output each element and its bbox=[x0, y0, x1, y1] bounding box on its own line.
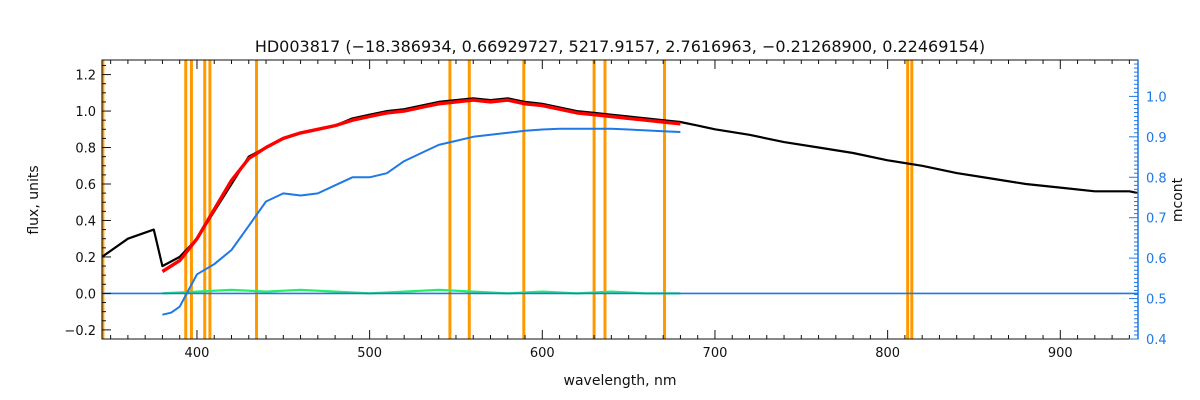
y-tick-label-2: 0.2 bbox=[75, 251, 96, 266]
x-tick-label-5: 900 bbox=[1048, 346, 1073, 361]
y2-tick-label-5: 0.9 bbox=[1146, 131, 1167, 146]
y-tick-label-0: −0.2 bbox=[64, 324, 96, 339]
y2-tick-label-4: 0.8 bbox=[1146, 171, 1167, 186]
x-tick-label-3: 700 bbox=[703, 346, 728, 361]
y-tick-label-5: 0.8 bbox=[75, 142, 96, 157]
y-tick-label-4: 0.6 bbox=[75, 178, 96, 193]
y-axis-label: flux, units bbox=[26, 165, 42, 234]
x-axis-label: wavelength, nm bbox=[564, 373, 677, 389]
series-continuum bbox=[162, 127, 681, 316]
x-tick-label-0: 400 bbox=[185, 346, 210, 361]
y2-tick-label-1: 0.5 bbox=[1146, 293, 1167, 308]
chart-title: HD003817 (−18.386934, 0.66929727, 5217.9… bbox=[255, 37, 985, 56]
y2-axis-label: mcont bbox=[1170, 177, 1186, 222]
masked-regions bbox=[101, 60, 914, 339]
y-tick-label-1: 0.0 bbox=[75, 287, 96, 302]
y2-tick-label-6: 1.0 bbox=[1146, 90, 1167, 105]
y-axis-ticks: −0.2 0.0 0.2 0.4 0.6 0.8 1.0 1.2 bbox=[64, 64, 111, 340]
series-residual bbox=[162, 288, 681, 295]
series-layer bbox=[101, 97, 1139, 316]
series-model bbox=[161, 98, 681, 273]
y2-tick-label-3: 0.7 bbox=[1146, 212, 1167, 227]
y-tick-label-3: 0.4 bbox=[75, 214, 96, 229]
y2-tick-label-0: 0.4 bbox=[1146, 333, 1167, 348]
x-tick-label-1: 500 bbox=[357, 346, 382, 361]
y2-axis-ticks: 0.4 0.5 0.6 0.7 0.8 0.9 1.0 bbox=[1129, 60, 1167, 348]
x-tick-label-4: 800 bbox=[875, 346, 900, 361]
y2-tick-label-2: 0.6 bbox=[1146, 252, 1167, 267]
y-tick-label-6: 1.0 bbox=[75, 105, 96, 120]
y-tick-label-7: 1.2 bbox=[75, 69, 96, 84]
x-axis-ticks: 400 500 600 700 800 900 bbox=[110, 60, 1130, 361]
x-tick-label-2: 600 bbox=[530, 346, 555, 361]
